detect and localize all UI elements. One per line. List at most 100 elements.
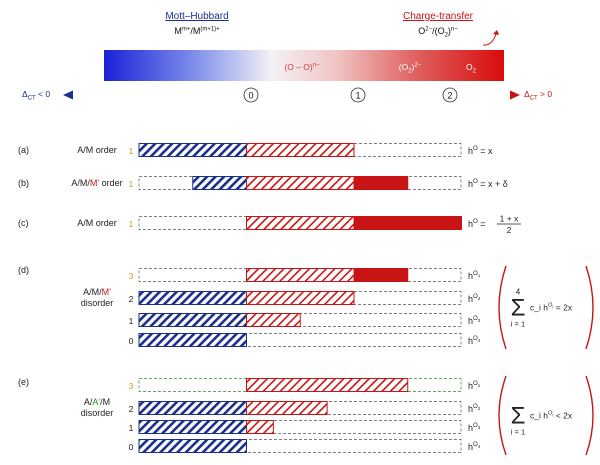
summation: 4Σi = 1 c_i hOi = 2x (498, 265, 594, 350)
sigma-icon: Σ (511, 403, 526, 430)
bar-row: 3 hO1 (129, 268, 481, 282)
panel-letter: (b) (18, 178, 29, 188)
red-hatch-segment (246, 313, 301, 327)
fraction-numerator: 1 + x (500, 214, 519, 224)
row-equation: hO = x + δ (468, 178, 508, 189)
svg-text:1: 1 (355, 91, 360, 101)
panel-b: (b) A/M/M' order 1 hO = x + δ (18, 176, 508, 190)
red-hatch-segment (246, 176, 355, 190)
blue-hatch-segment (138, 143, 247, 157)
curved-arrow-head-icon (493, 30, 499, 35)
svg-text:2: 2 (447, 91, 452, 101)
sum-upper: 4 (516, 288, 521, 297)
header: Mott–Hubbard Mm+/M(m+1)+ Charge-transfer… (165, 11, 499, 46)
bar-row: 1 hO = x + δ (129, 176, 508, 190)
row-number: 2 (129, 404, 134, 414)
panels: (a) A/M order 1 hO = x (b) A/M/M' order 1 hO = … (18, 143, 594, 456)
row-number: 2 (129, 294, 134, 304)
red-solid-segment (353, 268, 409, 282)
fraction-denominator: 2 (507, 225, 512, 235)
red-hatch-segment (246, 268, 355, 282)
row-equation: hO3 (468, 315, 481, 326)
sum-lower: i = 1 (511, 428, 525, 437)
row-equation: hO4 (468, 335, 481, 346)
spectrum-bar: (O – O)n− (O2)2− O2 (104, 50, 504, 81)
blue-hatch-segment (138, 439, 247, 453)
bar-outline (138, 439, 462, 453)
gradient-label-o2-2: (O2)2− (399, 62, 422, 75)
gradient-label-o2: O2 (466, 62, 477, 75)
summation: Σi = 1 c_i hOi < 2x (498, 375, 594, 456)
row-number: 0 (129, 336, 134, 346)
gradient-label-oo: (O – O)n− (284, 62, 320, 72)
sum-lower: i = 1 (511, 320, 525, 329)
mott-hubbard-formula: Mm+/M(m+1)+ (174, 26, 220, 36)
blue-hatch-segment (192, 176, 247, 190)
charge-transfer-title: Charge-transfer (403, 11, 474, 22)
axis-left-arrow-icon (63, 90, 73, 100)
svg-text:0: 0 (248, 91, 253, 101)
row-equation: hO = x (468, 145, 493, 156)
row-number: 1 (129, 423, 134, 433)
row-number: 1 (129, 316, 134, 326)
bar-outline (138, 420, 462, 434)
sum-term: c_i hOi < 2x (530, 411, 573, 421)
left-paren-icon (498, 265, 507, 350)
panel-label: disorder (81, 298, 114, 308)
row-number: 1 (129, 146, 134, 156)
sum-term: c_i hOi = 2x (530, 303, 573, 313)
row-number: 3 (129, 271, 134, 281)
panel-letter: (c) (18, 218, 29, 228)
axis-tick-2: 2 (442, 87, 458, 103)
blue-hatch-segment (138, 420, 247, 434)
bar-outline (138, 333, 462, 347)
panel-a: (a) A/M order 1 hO = x (18, 143, 493, 157)
row-number: 0 (129, 442, 134, 452)
spectrum-gradient (104, 50, 504, 81)
red-hatch-segment (246, 216, 355, 230)
bar-row: 1 hO = x (129, 143, 493, 157)
red-solid-segment (353, 176, 409, 190)
bar-row: 1 hO3 (129, 313, 481, 327)
red-solid-segment (353, 216, 462, 230)
blue-hatch-segment (138, 313, 247, 327)
row-equation: hO3 (468, 422, 481, 433)
blue-hatch-segment (138, 291, 247, 305)
panel-label: A/M/M' order (71, 178, 122, 188)
panel-label: A/M/M' (83, 287, 111, 297)
delta-ct-axis: ΔCT < 0 ΔCT > 0 0 1 2 (22, 87, 552, 103)
axis-tick-0: 0 (243, 87, 259, 103)
bar-row: 2 hO2 (129, 401, 481, 415)
panel-c: (c) A/M order 1 hO = 1 + x2 (18, 214, 521, 235)
bar-row: 3 hO1 (129, 378, 481, 392)
row-number: 1 (129, 219, 134, 229)
panel-d: (d) A/M/M'disorder 3 hO1 2 hO2 1 hO3 0 hO4 4Σi = 1… (18, 265, 594, 350)
panel-letter: (d) (18, 265, 29, 275)
panel-label: A/M order (77, 145, 117, 155)
axis-left-label: ΔCT < 0 (22, 89, 50, 102)
red-hatch-segment (246, 291, 355, 305)
panel-letter: (a) (18, 145, 29, 155)
axis-right-arrow-icon (510, 90, 520, 100)
panel-label: A/M order (77, 218, 117, 228)
curved-arrow-icon (482, 33, 497, 46)
red-hatch-segment (246, 378, 409, 392)
bar-row: 0 hO4 (129, 439, 481, 453)
blue-hatch-segment (138, 333, 247, 347)
bar-row: 1 hO3 (129, 420, 481, 434)
axis-right-label: ΔCT > 0 (524, 89, 552, 102)
red-hatch-segment (246, 420, 274, 434)
bar-row: 2 hO2 (129, 291, 481, 305)
bar-row: 0 hO4 (129, 333, 481, 347)
left-paren-icon (498, 375, 507, 456)
red-hatch-segment (246, 143, 355, 157)
charge-transfer-formula: O2−/(O2)n− (418, 26, 458, 39)
bar-row: 1 hO = 1 + x2 (129, 214, 521, 235)
panel-label: A/A'/M (84, 397, 110, 407)
panel-label: disorder (81, 408, 114, 418)
sigma-icon: Σ (511, 295, 526, 322)
row-equation: hO2 (468, 293, 481, 304)
row-number: 1 (129, 179, 134, 189)
